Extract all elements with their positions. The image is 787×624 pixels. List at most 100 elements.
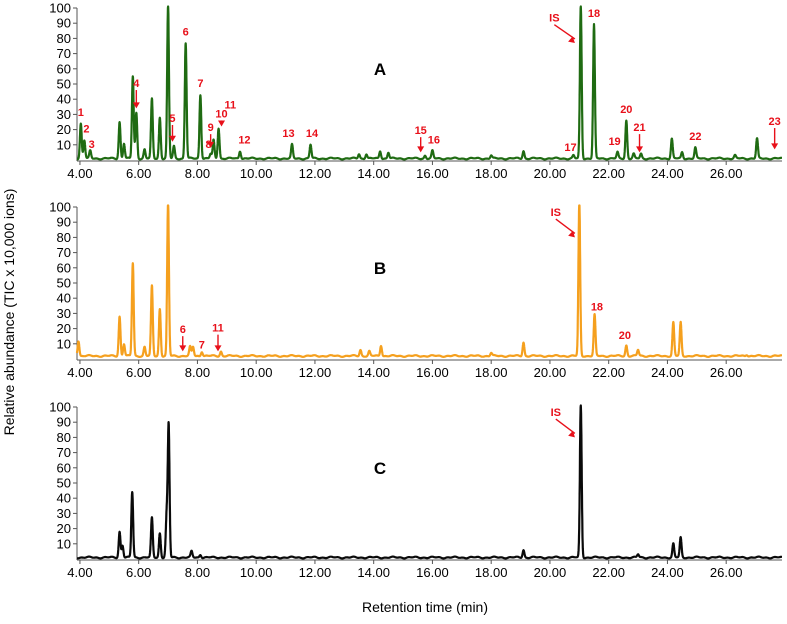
y-tick-label: 50: [57, 77, 71, 92]
peak-label: 1: [78, 107, 84, 119]
peak-label: 8: [206, 139, 212, 151]
x-tick-label: 24.00: [651, 565, 684, 580]
x-axis-title: Retention time (min): [362, 599, 488, 615]
y-tick-label: 10: [57, 336, 71, 351]
chromatogram-trace: [76, 5, 783, 161]
peak-label: 20: [620, 104, 632, 116]
peak-arrowhead: [636, 146, 644, 153]
x-tick-label: 8.00: [185, 166, 210, 181]
x-tick-label: 16.00: [416, 565, 449, 580]
peak-label: 9: [208, 122, 214, 134]
peak-label: 5: [169, 113, 175, 125]
peak-arrowhead: [771, 143, 779, 150]
x-tick-label: 16.00: [416, 365, 449, 380]
x-tick-label: 22.00: [592, 565, 625, 580]
chromatogram-trace: [76, 404, 783, 560]
peak-arrow: [555, 418, 576, 434]
y-tick-label: 40: [57, 92, 71, 107]
y-tick-label: 90: [57, 215, 71, 230]
y-tick-label: 40: [57, 491, 71, 506]
y-tick-label: 10: [57, 137, 71, 152]
y-tick-label: 80: [57, 430, 71, 445]
x-tick-label: 10.00: [240, 365, 273, 380]
y-axis-title: Relative abundance (TIC x 10,000 ions): [1, 189, 17, 436]
y-tick-label: 60: [57, 460, 71, 475]
peak-arrowhead: [207, 141, 215, 148]
y-tick-label: 100: [49, 1, 71, 16]
peak-arrowhead: [568, 36, 575, 43]
peak-label: 12: [238, 134, 250, 146]
y-tick-label: 30: [57, 306, 71, 321]
peak-arrow: [553, 24, 576, 40]
x-tick-label: 12.00: [299, 166, 332, 181]
peak-label: IS: [551, 407, 561, 419]
x-tick-label: 22.00: [592, 365, 625, 380]
peak-label: 3: [89, 139, 95, 151]
y-tick-label: 40: [57, 291, 71, 306]
y-tick-label: 50: [57, 276, 71, 291]
peak-arrowhead: [179, 345, 187, 352]
peak-label: 6: [183, 26, 189, 38]
y-tick-label: 10: [57, 536, 71, 551]
x-tick-label: 8.00: [185, 365, 210, 380]
peak-label: 20: [619, 330, 631, 342]
peak-label: 6: [180, 324, 186, 336]
y-tick-label: 90: [57, 415, 71, 430]
peak-label: 11: [212, 323, 224, 335]
peak-label: IS: [549, 13, 559, 25]
panel-label: A: [374, 60, 386, 79]
y-tick-label: 70: [57, 245, 71, 260]
peak-arrowhead: [568, 430, 575, 438]
y-tick-label: 70: [57, 445, 71, 460]
x-tick-label: 10.00: [240, 565, 273, 580]
x-tick-label: 14.00: [357, 365, 390, 380]
x-tick-label: 20.00: [534, 365, 567, 380]
x-tick-label: 26.00: [710, 166, 743, 181]
x-tick-label: 16.00: [416, 166, 449, 181]
x-tick-label: 20.00: [534, 166, 567, 181]
peak-label: 22: [689, 131, 701, 143]
y-tick-label: 30: [57, 506, 71, 521]
peak-label: 16: [428, 134, 440, 146]
y-tick-label: 100: [49, 200, 71, 215]
panel-label: C: [374, 459, 386, 478]
panel-label: B: [374, 259, 386, 278]
y-tick-label: 80: [57, 230, 71, 245]
x-tick-label: 6.00: [126, 565, 151, 580]
peak-label: 17: [564, 142, 576, 154]
y-tick-label: 70: [57, 46, 71, 61]
peak-arrowhead: [132, 102, 140, 109]
peak-arrowhead: [168, 135, 176, 142]
x-tick-label: 12.00: [299, 565, 332, 580]
peak-label: 2: [83, 124, 89, 136]
y-tick-label: 30: [57, 107, 71, 122]
peak-label: 21: [633, 122, 645, 134]
peak-label: 4: [133, 78, 140, 90]
x-tick-label: 12.00: [299, 365, 332, 380]
x-tick-label: 4.00: [67, 365, 92, 380]
x-tick-label: 14.00: [357, 565, 390, 580]
x-tick-label: 8.00: [185, 565, 210, 580]
peak-arrowhead: [214, 345, 222, 352]
peak-label: 7: [197, 78, 203, 90]
x-tick-label: 20.00: [534, 565, 567, 580]
y-tick-label: 80: [57, 31, 71, 46]
peak-label: 7: [199, 339, 205, 351]
peak-arrowhead: [417, 146, 425, 153]
y-tick-label: 50: [57, 476, 71, 491]
y-tick-label: 60: [57, 61, 71, 76]
y-tick-label: 60: [57, 260, 71, 275]
chromatogram-trace: [75, 204, 783, 358]
x-tick-label: 6.00: [126, 365, 151, 380]
y-tick-label: 20: [57, 122, 71, 137]
x-tick-label: 18.00: [475, 365, 508, 380]
peak-label: 11: [225, 99, 237, 111]
peak-label: 13: [282, 128, 294, 140]
y-tick-label: 100: [49, 400, 71, 415]
x-tick-label: 14.00: [357, 166, 390, 181]
x-tick-label: 18.00: [475, 565, 508, 580]
